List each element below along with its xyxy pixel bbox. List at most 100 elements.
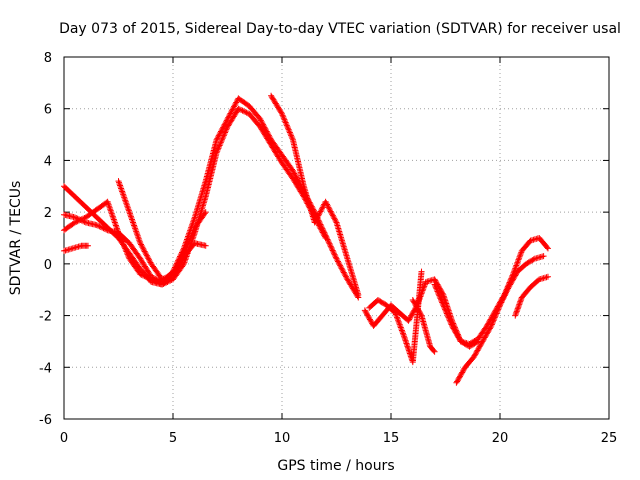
data-point [152,278,159,285]
data-point [459,369,466,376]
data-point [285,126,292,133]
data-point [124,203,131,210]
data-point [220,133,227,140]
data-point [143,252,150,259]
data-point [289,135,296,142]
data-point [437,295,444,302]
data-point [497,302,503,309]
data-point [456,374,463,381]
data-point [513,308,520,315]
data-point [123,200,130,207]
data-point [260,121,267,128]
y-tick-label: 0 [44,258,52,273]
data-point [74,218,81,225]
data-point [133,228,140,235]
data-point [216,131,223,138]
data-point [286,129,293,136]
data-point [511,273,518,280]
data-point [472,351,479,358]
data-point [446,317,453,324]
data-point [399,328,406,335]
data-point [500,295,507,302]
data-point [319,204,326,211]
data-point [471,352,478,359]
data-point [364,311,371,318]
data-point [101,225,108,232]
data-point [366,315,373,322]
data-point [191,215,198,222]
data-point [334,257,341,264]
data-point [185,240,192,247]
data-point [323,200,330,207]
data-point [475,344,482,351]
data-point [406,315,413,322]
data-point [145,255,152,262]
data-point [188,231,195,238]
data-point [292,173,299,180]
data-point [517,252,524,259]
data-point [315,212,322,219]
data-point [219,136,226,143]
data-point [332,252,339,259]
data-point [231,102,238,109]
data-point [292,171,299,178]
data-point [436,292,443,299]
data-point [287,130,294,137]
data-point [491,314,498,321]
data-point [283,120,290,127]
y-tick-label: 6 [44,103,52,118]
data-point [323,235,330,242]
data-point [408,312,415,319]
data-point [213,136,220,143]
data-point [470,353,477,360]
data-point [316,218,323,225]
data-point [75,217,82,224]
data-point [320,226,327,233]
series-track-6 [268,92,362,298]
data-point [499,298,506,305]
data-point [325,204,332,211]
data-point [122,197,129,204]
data-point [499,296,506,303]
data-point [318,222,325,229]
data-point [416,308,423,315]
data-point [332,218,339,225]
data-point [417,309,424,316]
data-point [123,201,130,208]
data-point [118,185,125,192]
data-point [116,179,123,186]
data-point [235,105,242,112]
data-point [329,246,336,253]
data-point [329,247,336,254]
data-point [139,244,146,251]
data-point [397,324,404,331]
data-point [77,216,84,223]
data-point [279,110,285,117]
data-point [189,230,196,237]
data-point [282,119,289,126]
data-point [449,322,456,329]
data-point [457,372,464,379]
data-point [334,258,341,265]
data-point [96,223,103,230]
data-point [293,174,300,181]
data-point [105,200,112,207]
data-point [265,132,272,139]
data-point [454,333,461,340]
data-point [143,251,150,258]
data-point [455,334,462,341]
data-point [443,310,450,317]
data-point [411,300,418,307]
data-point [407,313,414,320]
data-point [279,112,286,119]
data-point [319,225,326,232]
data-point [141,248,148,255]
data-point [496,303,503,310]
data-point [503,288,510,295]
data-point [518,295,525,302]
data-point [454,378,461,385]
data-point [492,311,499,318]
data-point [264,129,271,136]
data-point [339,266,346,273]
data-point [485,328,492,335]
